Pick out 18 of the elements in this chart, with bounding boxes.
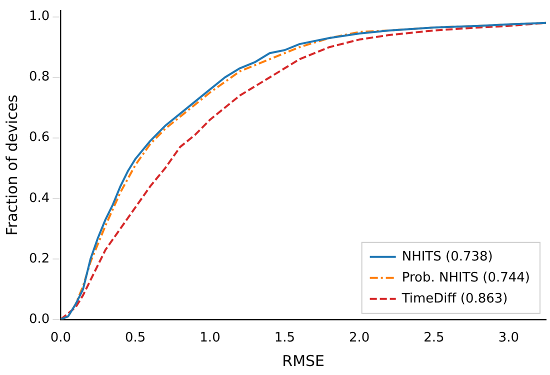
x-axis-title: RMSE — [282, 352, 325, 370]
x-tick-label: 2.5 — [424, 330, 444, 346]
y-tick-label: 0.8 — [28, 70, 50, 85]
y-tick-label: 0.0 — [28, 312, 50, 327]
y-tick-label: 0.2 — [28, 251, 50, 266]
y-axis-title: Fraction of devices — [2, 94, 21, 236]
x-tick-label: 1.0 — [200, 330, 220, 346]
y-tick-label: 1.0 — [28, 9, 50, 24]
legend-label: TimeDiff (0.863) — [400, 291, 508, 306]
y-tick-label: 0.6 — [28, 130, 50, 146]
x-tick-label: 1.5 — [274, 330, 296, 346]
x-tick-label: 2.0 — [348, 330, 370, 346]
legend-label: Prob. NHITS (0.744) — [402, 270, 530, 286]
x-tick-label: 0.0 — [50, 330, 72, 346]
x-tick-label: 3.0 — [498, 330, 520, 346]
x-tick-label: 0.5 — [124, 330, 146, 346]
y-tick-label: 0.4 — [28, 190, 50, 206]
legend-label: NHITS (0.738) — [402, 249, 493, 264]
